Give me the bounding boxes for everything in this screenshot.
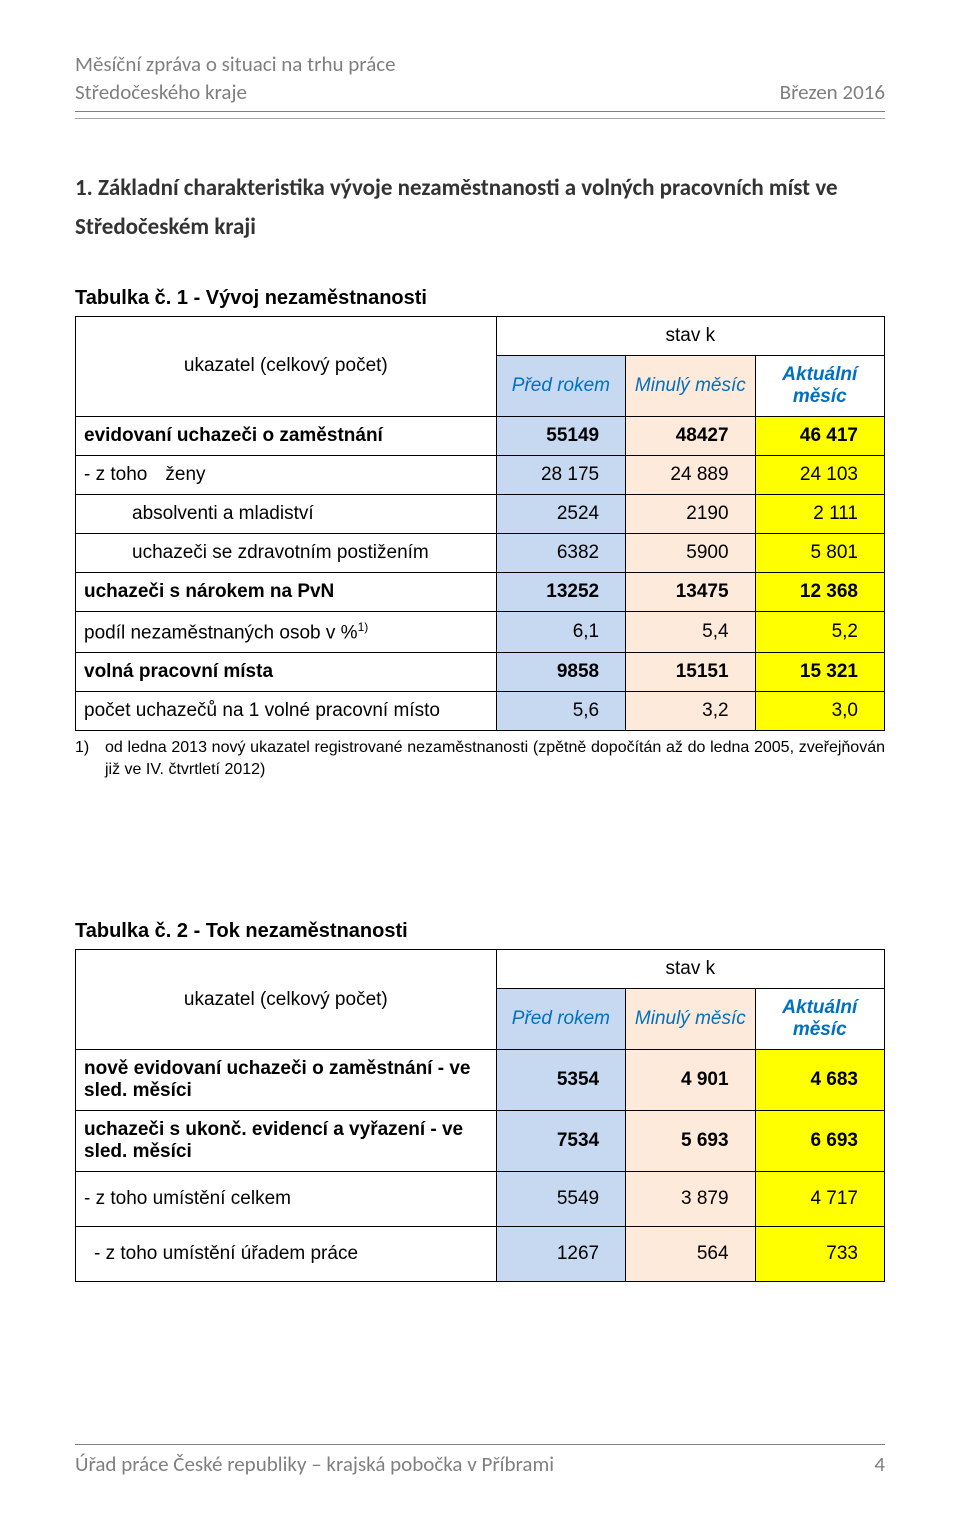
table1-h-before: Před rokem	[496, 355, 625, 416]
table1-row-label: evidovaní uchazeči o zaměstnání	[76, 416, 497, 455]
table2-caption: Tabulka č. 2 - Tok nezaměstnanosti	[75, 920, 885, 943]
table1-row: absolventi a mladiství252421902 111	[76, 494, 885, 533]
table2-stavk: stav k	[496, 950, 884, 989]
table1-cell: 5,2	[755, 611, 884, 652]
header-line1: Měsíční zpráva o situaci na trhu práce	[75, 50, 885, 78]
footnote-marker: 1)	[75, 737, 105, 780]
table1-row: - z tohoženy28 17524 88924 103	[76, 455, 885, 494]
table1-cell: 2524	[496, 494, 625, 533]
table2-col0-head: ukazatel (celkový počet)	[76, 950, 497, 1050]
header-line2: Středočeského kraje	[75, 78, 885, 106]
table2-cell: 4 683	[755, 1050, 884, 1111]
table1-row: uchazeči se zdravotním postižením6382590…	[76, 533, 885, 572]
table1-cell: 3,2	[626, 692, 755, 731]
table2-h-now: Aktuální měsíc	[755, 989, 884, 1050]
table1-cell: 5,4	[626, 611, 755, 652]
table1-row: uchazeči s nárokem na PvN132521347512 36…	[76, 572, 885, 611]
table1-h-now: Aktuální měsíc	[755, 355, 884, 416]
table2-header-row1: ukazatel (celkový počet) stav k	[76, 950, 885, 989]
table1-cell: 15 321	[755, 653, 884, 692]
table2-row: - z toho umístění celkem55493 8794 717	[76, 1172, 885, 1227]
section-title: 1. Základní charakteristika vývoje nezam…	[75, 169, 885, 247]
table1-cell: 48427	[626, 416, 755, 455]
table2: ukazatel (celkový počet) stav k Před rok…	[75, 949, 885, 1282]
table2-cell: 4 717	[755, 1172, 884, 1227]
table1-cell: 2190	[626, 494, 755, 533]
page-footer: Úřad práce České republiky – krajská pob…	[75, 1444, 885, 1477]
table1-cell: 5900	[626, 533, 755, 572]
footnote-text: od ledna 2013 nový ukazatel registrované…	[105, 737, 885, 780]
table1-stavk: stav k	[496, 316, 884, 355]
footer-page-number: 4	[874, 1451, 885, 1477]
table1-row: počet uchazečů na 1 volné pracovní místo…	[76, 692, 885, 731]
table1-row-label: uchazeči s nárokem na PvN	[76, 572, 497, 611]
table2-row-label: - z toho umístění celkem	[76, 1172, 497, 1227]
table2-row: - z toho umístění úřadem práce1267564733	[76, 1227, 885, 1282]
table2-cell: 7534	[496, 1111, 625, 1172]
table2-cell: 733	[755, 1227, 884, 1282]
table1-row-label: počet uchazečů na 1 volné pracovní místo	[76, 692, 497, 731]
table2-cell: 5549	[496, 1172, 625, 1227]
table1-cell: 13475	[626, 572, 755, 611]
table1-cell: 9858	[496, 653, 625, 692]
table1-row-label: volná pracovní místa	[76, 653, 497, 692]
table2-cell: 6 693	[755, 1111, 884, 1172]
table1-row-label: - z tohoženy	[76, 455, 497, 494]
table2-row-label: - z toho umístění úřadem práce	[76, 1227, 497, 1282]
table1-row: evidovaní uchazeči o zaměstnání551494842…	[76, 416, 885, 455]
table1-row-label: uchazeči se zdravotním postižením	[76, 533, 497, 572]
page-header: Měsíční zpráva o situaci na trhu práce S…	[75, 50, 885, 112]
table1-cell: 6382	[496, 533, 625, 572]
table2-h-prev: Minulý měsíc	[626, 989, 755, 1050]
table1-caption: Tabulka č. 1 - Vývoj nezaměstnanosti	[75, 287, 885, 310]
table2-cell: 4 901	[626, 1050, 755, 1111]
table1-cell: 24 889	[626, 455, 755, 494]
header-divider	[75, 118, 885, 119]
table1-h-prev: Minulý měsíc	[626, 355, 755, 416]
footer-left: Úřad práce České republiky – krajská pob…	[75, 1451, 554, 1477]
table1-row-label: podíl nezaměstnaných osob v %1)	[76, 611, 497, 652]
header-date: Březen 2016	[780, 78, 885, 106]
table2-cell: 3 879	[626, 1172, 755, 1227]
table2-cell: 5 693	[626, 1111, 755, 1172]
table1-cell: 2 111	[755, 494, 884, 533]
table1-col0-head: ukazatel (celkový počet)	[76, 316, 497, 416]
table2-row-label: nově evidovaní uchazeči o zaměstnání - v…	[76, 1050, 497, 1111]
table1-row: volná pracovní místa98581515115 321	[76, 653, 885, 692]
table1: ukazatel (celkový počet) stav k Před rok…	[75, 316, 885, 731]
table1-cell: 24 103	[755, 455, 884, 494]
table1-row: podíl nezaměstnaných osob v %1)6,15,45,2	[76, 611, 885, 652]
table2-cell: 1267	[496, 1227, 625, 1282]
table1-cell: 13252	[496, 572, 625, 611]
table1-row-label: absolventi a mladiství	[76, 494, 497, 533]
table1-cell: 28 175	[496, 455, 625, 494]
table1-cell: 5,6	[496, 692, 625, 731]
table2-row: uchazeči s ukonč. evidencí a vyřazení - …	[76, 1111, 885, 1172]
table1-cell: 3,0	[755, 692, 884, 731]
table1-header-row1: ukazatel (celkový počet) stav k	[76, 316, 885, 355]
table2-h-before: Před rokem	[496, 989, 625, 1050]
table1-cell: 12 368	[755, 572, 884, 611]
table2-row-label: uchazeči s ukonč. evidencí a vyřazení - …	[76, 1111, 497, 1172]
table1-cell: 46 417	[755, 416, 884, 455]
table2-cell: 5354	[496, 1050, 625, 1111]
table1-footnote: 1) od ledna 2013 nový ukazatel registrov…	[75, 737, 885, 780]
table1-cell: 55149	[496, 416, 625, 455]
table2-row: nově evidovaní uchazeči o zaměstnání - v…	[76, 1050, 885, 1111]
table1-cell: 15151	[626, 653, 755, 692]
table1-cell: 6,1	[496, 611, 625, 652]
table1-cell: 5 801	[755, 533, 884, 572]
table2-cell: 564	[626, 1227, 755, 1282]
